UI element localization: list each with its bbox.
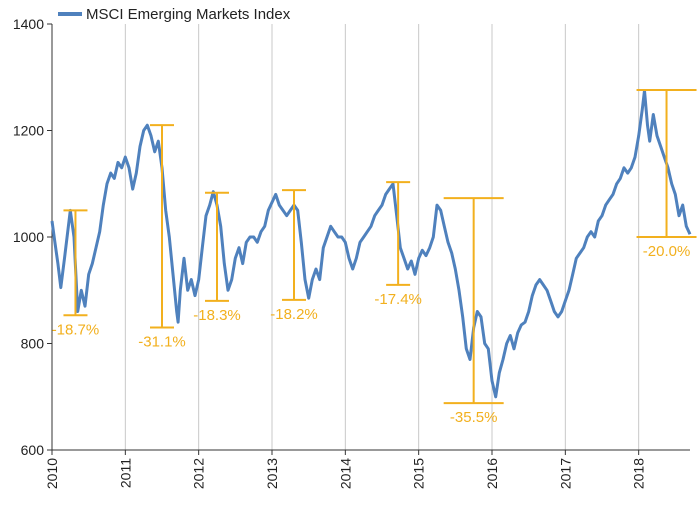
x-tick-label-2014: 2014 [337,458,353,489]
drawdown-label-4: -17.4% [374,291,422,308]
x-tick-label-2018: 2018 [631,458,647,489]
series-layer [50,89,692,399]
x-tick-label-2011: 2011 [117,458,133,488]
y-tick-label-1400: 1400 [13,16,44,32]
drawdown-label-2: -18.3% [193,307,241,324]
drawdown-label-5: -35.5% [450,409,498,426]
drawdown-label-3: -18.2% [270,306,318,323]
drawdown-3: -18.2% [270,189,318,323]
legend-label: MSCI Emerging Markets Index [86,6,291,23]
x-tick-label-2017: 2017 [557,458,573,489]
series-line-0 [50,89,692,399]
drawdown-label-1: -31.1% [138,334,186,351]
gridlines [51,24,640,450]
y-tick-label-1000: 1000 [13,229,44,245]
drawdown-2: -18.3% [193,191,241,324]
drawdown-label-0: -18.7% [52,321,100,338]
y-tick-label-800: 800 [21,336,45,352]
y-tick-label-600: 600 [21,442,45,458]
legend: MSCI Emerging Markets Index [58,6,291,23]
x-tick-label-2013: 2013 [264,458,280,489]
x-tick-label-2015: 2015 [411,458,427,489]
x-tick-label-2016: 2016 [484,458,500,489]
axes: 2010 2011 2012 2013 2014 2015 2016 2017 2018 600 8… [13,16,690,489]
y-tick-label-1200: 1200 [13,123,44,139]
drawdown-6: -20.0% [636,89,697,260]
x-tick-label-2010: 2010 [44,458,60,489]
drawdown-0: -18.7% [52,209,100,338]
drawdown-5: -35.5% [443,197,504,426]
drawdown-1: -31.1% [138,124,186,351]
drawdown-4: -17.4% [374,181,422,308]
drawdown-annotations: -18.7% -31.1% -18.3% -18.2% -17.4% -35.5% -20.… [52,89,697,426]
x-tick-label-2012: 2012 [191,458,207,489]
drawdown-label-6: -20.0% [643,243,691,260]
